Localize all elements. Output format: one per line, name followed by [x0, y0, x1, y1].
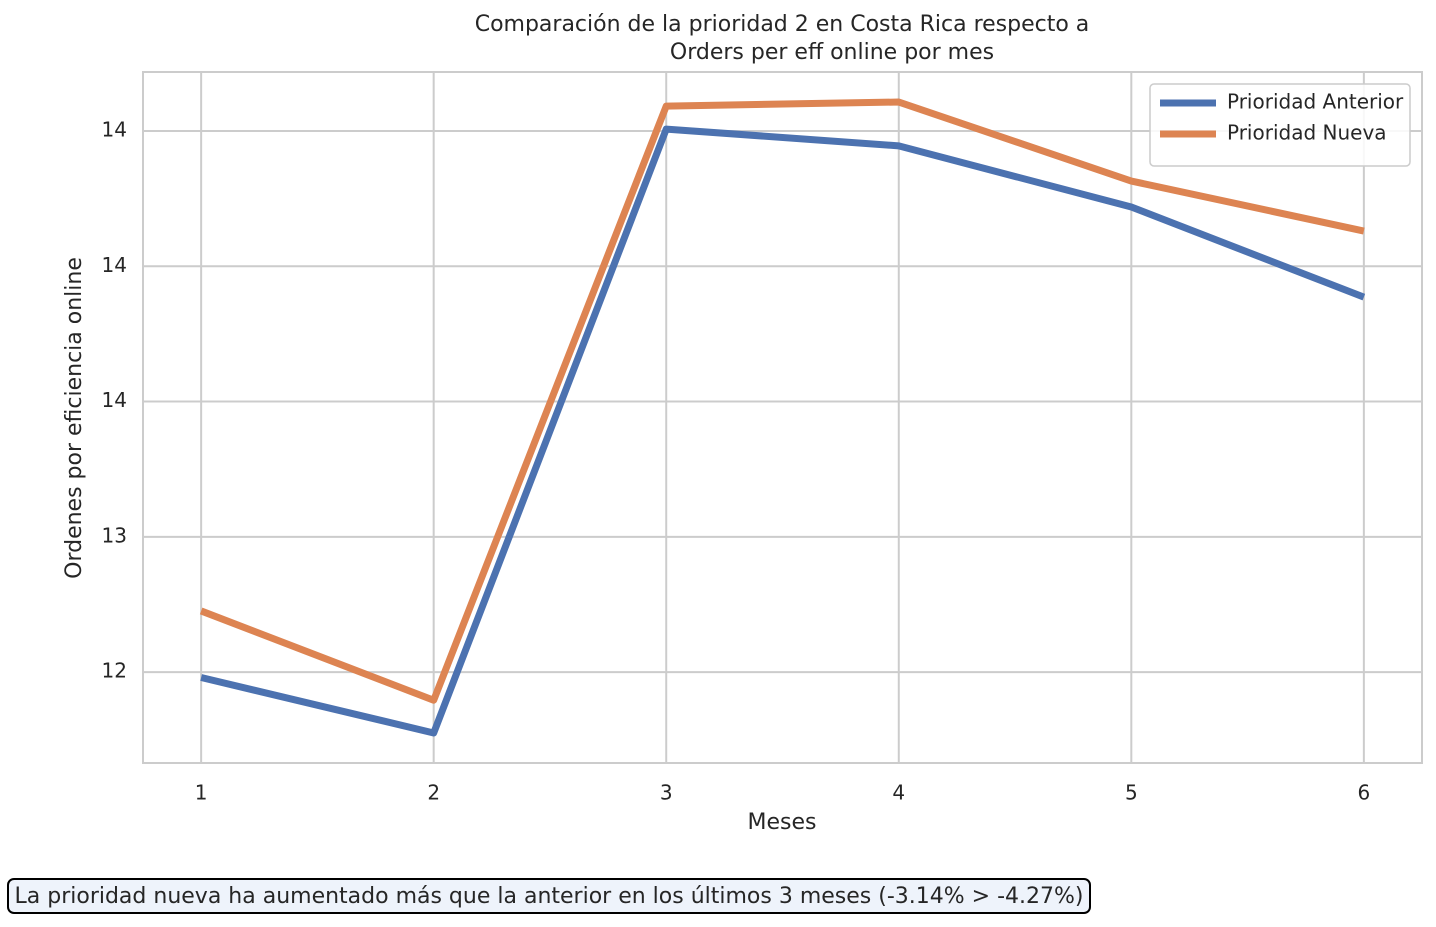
- series-line: [199, 98, 1365, 704]
- y-tick-label: 13: [102, 523, 127, 547]
- y-tick-label: 14: [102, 253, 127, 277]
- chart-title: Orders per eff online por mes: [670, 40, 994, 65]
- x-tick-label: 2: [427, 781, 440, 805]
- series-line: [200, 125, 1366, 737]
- y-tick-label: 14: [102, 117, 127, 141]
- y-axis-label: Ordenes por eficiencia online: [62, 257, 87, 579]
- annotation: La prioridad nueva ha aumentado más que …: [15, 884, 1084, 909]
- x-tick-label: 1: [195, 781, 208, 805]
- plot-area: [142, 71, 1423, 764]
- legend-label: Prioridad Nueva: [1227, 121, 1387, 145]
- y-tick-label: 14: [102, 388, 127, 412]
- x-tick-label: 4: [892, 781, 905, 805]
- x-tick-label: 3: [660, 781, 673, 805]
- annotation-box: [7, 878, 1091, 914]
- x-tick-label: 6: [1357, 781, 1370, 805]
- chart-title: Comparación de la prioridad 2 en Costa R…: [475, 12, 1090, 37]
- x-axis-label: Meses: [748, 810, 817, 835]
- y-tick-label: 12: [102, 659, 127, 683]
- legend-label: Prioridad Anterior: [1227, 90, 1404, 114]
- x-tick-label: 5: [1125, 781, 1138, 805]
